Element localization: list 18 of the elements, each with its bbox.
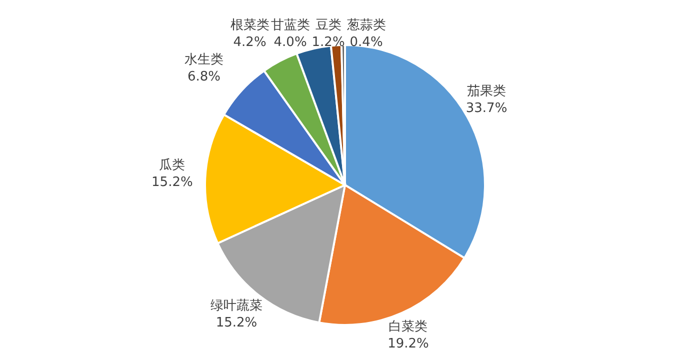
- slice-label: 豆类: [315, 18, 342, 33]
- slice-label: 绿叶蔬菜: [210, 298, 263, 314]
- data-label: 19.2%: [388, 336, 429, 352]
- data-label: 33.7%: [466, 100, 508, 116]
- data-label: 0.4%: [350, 35, 383, 50]
- slice-label: 水生类: [184, 52, 224, 68]
- slice-label: 瓜类: [159, 158, 186, 173]
- data-label: 15.2%: [152, 174, 193, 190]
- slice-label: 白菜类: [388, 320, 428, 335]
- slice-label: 根菜类: [230, 18, 270, 33]
- data-label: 6.8%: [187, 70, 221, 85]
- slice-label: 甘蓝类: [270, 18, 310, 33]
- data-label: 4.2%: [233, 35, 266, 50]
- data-label: 4.0%: [274, 35, 307, 50]
- data-label: 1.2%: [312, 35, 345, 50]
- data-label: 15.2%: [216, 315, 258, 330]
- slice-label: 茄果类: [467, 84, 506, 99]
- slice-label: 葱蒜类: [346, 18, 386, 33]
